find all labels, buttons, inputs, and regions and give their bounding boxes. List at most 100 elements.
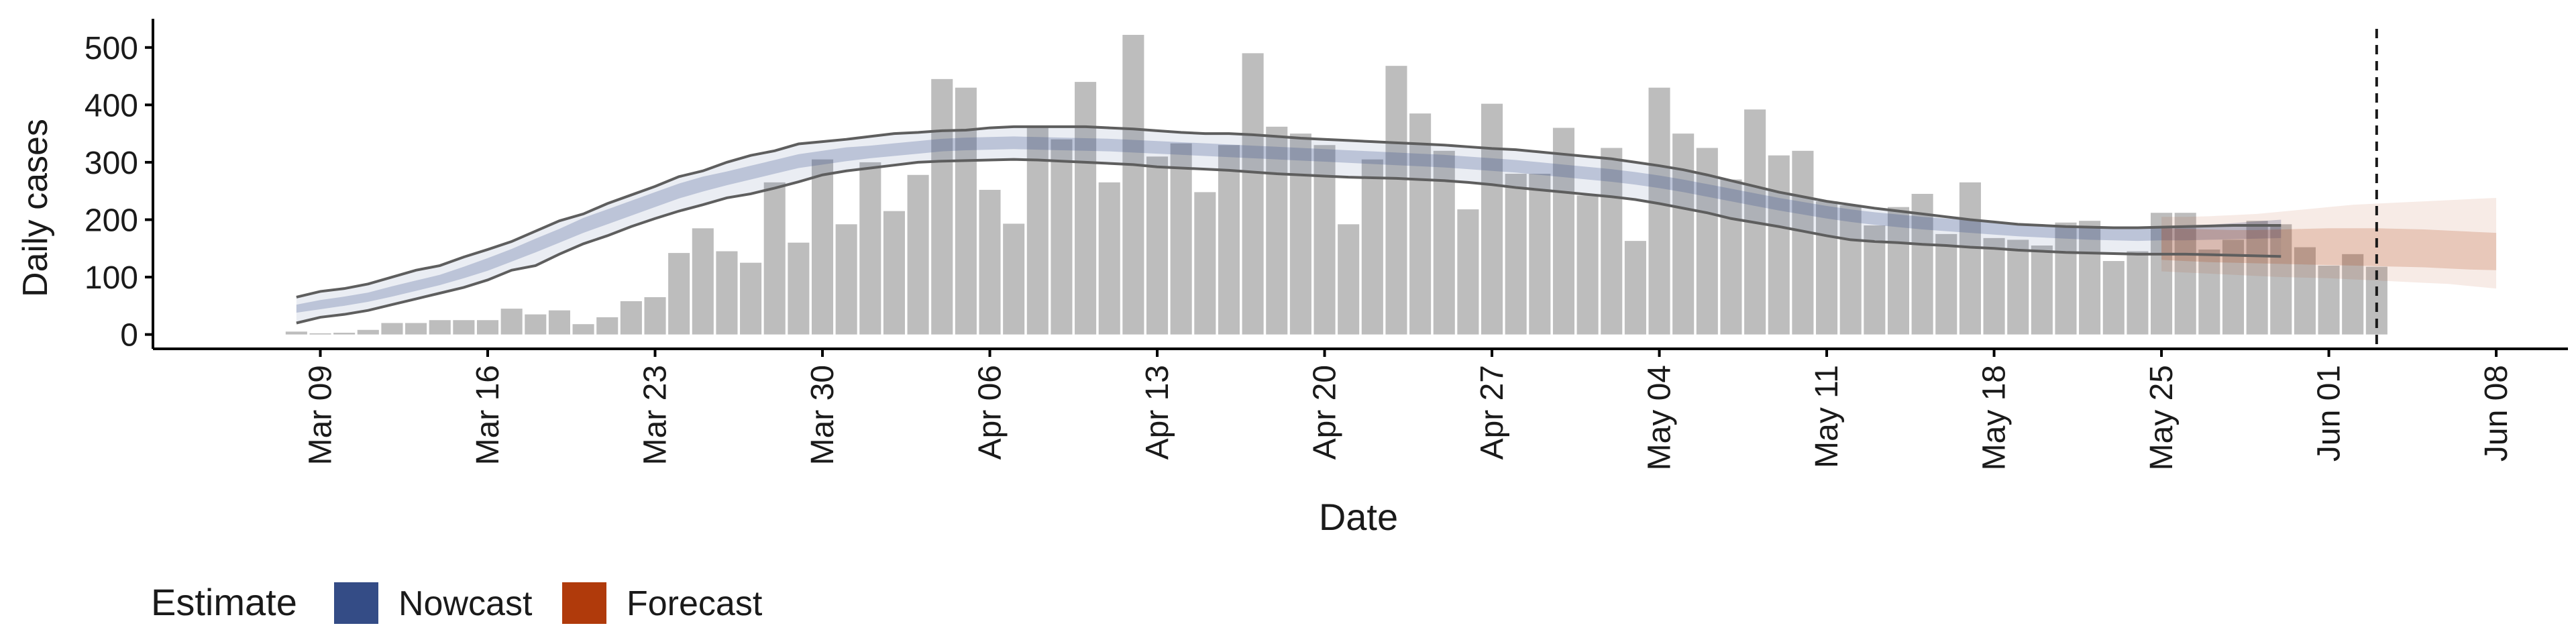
bar: [1839, 205, 1862, 335]
bar: [2318, 265, 2340, 335]
nowcast-upper-line: [296, 125, 2282, 299]
legend: Estimate Nowcast Forecast: [151, 581, 763, 624]
bar: [1146, 156, 1169, 335]
bar: [500, 309, 523, 335]
bar: [2007, 239, 2029, 335]
bar: [907, 174, 929, 335]
x-tick-label: Jun 08: [2479, 365, 2514, 462]
bar: [1218, 145, 1240, 335]
bar: [309, 333, 331, 335]
bar: [285, 331, 307, 335]
nowcast-lower-line: [296, 158, 2282, 325]
bar: [692, 228, 714, 335]
bar: [1624, 241, 1646, 335]
bar: [763, 182, 786, 335]
bars-layer: [285, 34, 2387, 335]
bar: [1481, 103, 1503, 335]
forecast-outer-band: [2161, 197, 2497, 289]
bar: [1529, 174, 1551, 335]
x-tick-label: May 25: [2144, 365, 2180, 470]
forecast-inner-band: [2161, 228, 2497, 270]
bar: [1122, 34, 1144, 335]
bar: [811, 159, 834, 335]
bar: [1409, 113, 1432, 335]
bar: [1601, 148, 1623, 335]
nowcast-outer-band: [296, 126, 2282, 323]
bar: [1768, 155, 1790, 335]
axes-layer: 0 100 200 300 400 500 Mar 09 Mar 16 Mar 23 Mar 30…: [85, 19, 2568, 470]
y-tick-label: 0: [120, 318, 138, 354]
x-tick-label: Mar 16: [470, 365, 506, 465]
bar: [429, 320, 451, 335]
bar: [572, 324, 594, 335]
bar: [620, 301, 642, 335]
bar: [1003, 223, 1025, 335]
bar: [405, 323, 427, 335]
x-tick-label: Apr 13: [1140, 365, 1175, 460]
bar: [1983, 237, 2005, 335]
bar: [1194, 192, 1216, 335]
bar: [381, 323, 403, 335]
bar: [2055, 222, 2077, 335]
bar: [548, 310, 570, 335]
y-axis-label: Daily cases: [16, 119, 55, 297]
bar: [740, 262, 762, 335]
x-tick-label: Jun 01: [2312, 365, 2347, 462]
bar: [1792, 150, 1814, 335]
bar: [1552, 127, 1575, 335]
bar: [1338, 224, 1360, 335]
bands-layer: [296, 126, 2497, 323]
bar: [1170, 143, 1192, 335]
bar: [1696, 148, 1718, 335]
bar: [2270, 224, 2292, 335]
x-tick-label: May 11: [1809, 365, 1845, 468]
x-tick-label: May 04: [1642, 365, 1678, 470]
bar: [1576, 195, 1599, 335]
legend-swatch-1: [334, 582, 378, 624]
bar: [1935, 233, 1957, 335]
bar: [644, 297, 666, 335]
bar: [2079, 221, 2101, 335]
bar: [1505, 174, 1527, 335]
legend-label-1: Nowcast: [398, 584, 533, 623]
bar: [2342, 254, 2364, 335]
x-tick-label: Mar 09: [303, 365, 339, 465]
bar: [1864, 225, 1886, 335]
x-tick-label: May 18: [1977, 365, 2012, 470]
bar: [2198, 249, 2220, 335]
nowcast-inner-band: [296, 136, 2282, 313]
bar: [1266, 126, 1288, 335]
bar: [2151, 213, 2173, 335]
bar: [883, 211, 905, 335]
bar: [1075, 82, 1097, 335]
bar: [931, 78, 953, 335]
x-tick-label: Apr 06: [973, 365, 1008, 460]
bar: [1289, 133, 1311, 335]
bar: [668, 253, 690, 335]
bar: [453, 320, 475, 335]
bar: [1887, 207, 1910, 335]
legend-swatch-2: [562, 582, 606, 624]
bar: [859, 162, 881, 335]
bar: [2102, 261, 2125, 335]
bar: [1242, 53, 1264, 335]
bar: [1051, 139, 1073, 335]
bar: [2127, 251, 2149, 335]
bar: [1672, 133, 1695, 335]
y-tick-label: 100: [85, 260, 138, 296]
bar: [1648, 87, 1670, 335]
bar: [2246, 221, 2268, 335]
bar: [2294, 247, 2316, 335]
bar: [716, 251, 738, 335]
y-tick-label: 200: [85, 203, 138, 238]
legend-title: Estimate: [151, 581, 297, 623]
bar: [1816, 201, 1838, 335]
ci-lines-layer: [296, 125, 2282, 325]
bar: [1385, 66, 1407, 335]
bar: [1361, 159, 1383, 335]
bar: [596, 317, 619, 335]
bar: [333, 333, 356, 335]
bar: [1457, 209, 1479, 335]
